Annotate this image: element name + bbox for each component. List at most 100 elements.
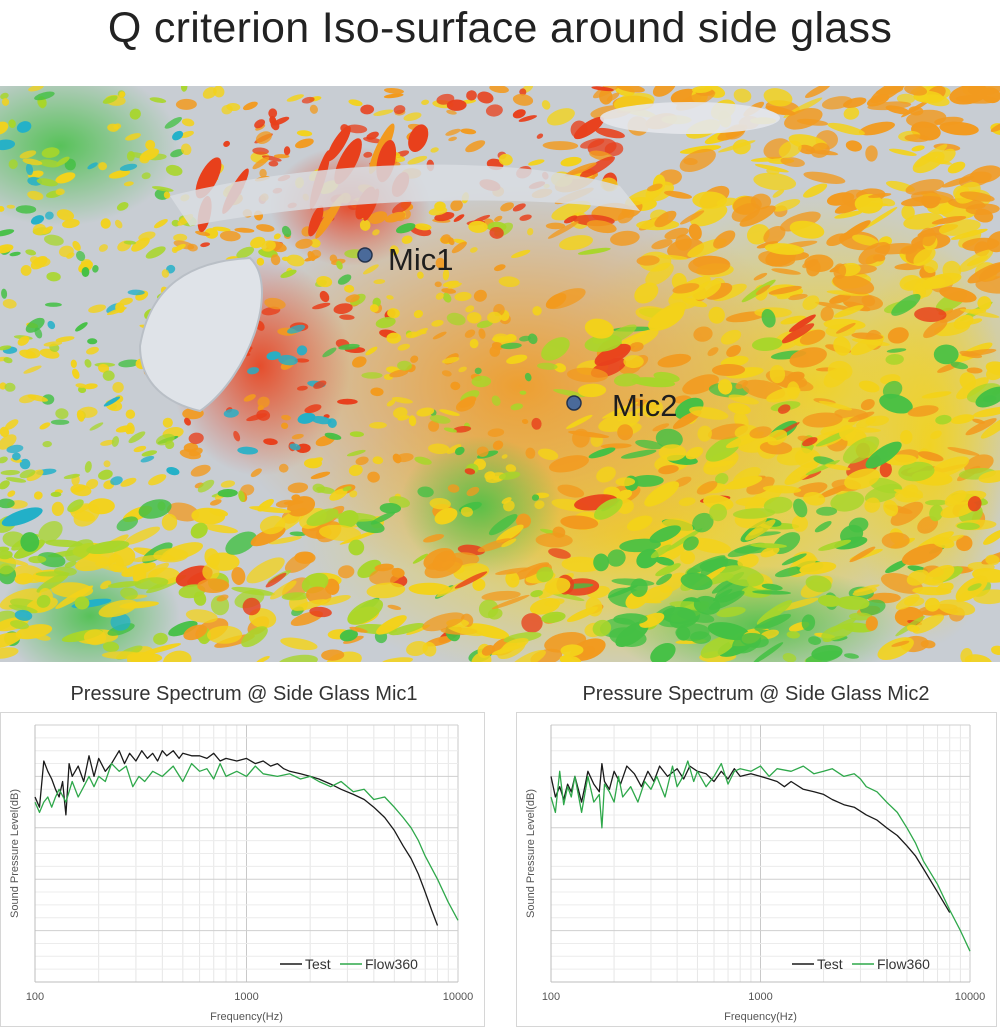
vortex-blob xyxy=(348,539,365,556)
vortex-blob xyxy=(899,274,922,291)
vortex-blob xyxy=(752,590,792,595)
vortex-blob xyxy=(912,614,945,634)
vortex-blob xyxy=(51,501,65,516)
vortex-blob xyxy=(617,407,645,422)
vortex-blob xyxy=(20,264,32,276)
vortex-blob xyxy=(919,227,937,247)
vortex-blob xyxy=(560,156,582,167)
vortex-blob xyxy=(318,524,362,541)
vortex-blob xyxy=(834,536,868,550)
vortex-blob xyxy=(309,238,321,248)
vortex-blob xyxy=(287,496,316,517)
chart-mic2-svg: 100 1000 10000 Frequency(Hz) Sound Pressure … xyxy=(525,724,985,1023)
vortex-blob xyxy=(793,498,808,518)
vortex-blob xyxy=(690,204,728,227)
vortex-blob xyxy=(851,332,884,340)
vortex-blob xyxy=(240,484,255,496)
vortex-blob xyxy=(0,647,19,659)
vortex-blob xyxy=(720,329,742,345)
vortex-blob xyxy=(868,193,892,198)
vortex-blob xyxy=(370,304,379,313)
vortex-blob xyxy=(802,295,820,311)
vortex-blob xyxy=(933,344,959,365)
vortex-blob xyxy=(447,624,484,637)
vortex-blob xyxy=(226,102,241,112)
vortex-blob xyxy=(561,556,602,573)
page-title: Q criterion Iso-surface around side glas… xyxy=(107,4,893,52)
vortex-blob xyxy=(756,600,793,625)
vortex-blob xyxy=(37,98,46,109)
vortex-blob xyxy=(802,259,819,269)
vortex-blob xyxy=(864,206,898,229)
vortex-blob xyxy=(944,490,967,507)
vortex-blob xyxy=(577,247,611,255)
vortex-blob xyxy=(161,269,170,278)
vortex-blob xyxy=(252,147,269,155)
vortex-blob xyxy=(292,599,328,611)
vortex-blob xyxy=(865,415,890,426)
vortex-blob xyxy=(607,549,626,567)
vortex-blob xyxy=(287,482,309,494)
vortex-blob xyxy=(820,306,834,322)
vortex-blob xyxy=(886,348,907,353)
series-line-flow360 xyxy=(550,760,971,952)
vortex-blob xyxy=(656,573,672,586)
vortex-blob xyxy=(162,417,173,428)
vortex-blob xyxy=(652,423,670,432)
vortex-blob xyxy=(879,461,892,478)
vortex-blob xyxy=(281,225,292,238)
vortex-blob xyxy=(185,609,218,623)
vortex-blob xyxy=(531,494,540,501)
vortex-blob xyxy=(164,117,182,129)
vortex-blob xyxy=(0,426,10,438)
vortex-blob xyxy=(511,249,531,259)
vortex-blob xyxy=(580,646,595,658)
vortex-blob xyxy=(537,362,558,370)
vortex-blob xyxy=(64,158,76,171)
vortex-blob xyxy=(485,104,503,117)
vortex-blob xyxy=(596,466,616,483)
vortex-blob xyxy=(896,93,916,104)
vortex-blob xyxy=(25,317,45,333)
vortex-blob xyxy=(803,171,846,184)
y-axis-label: Sound Pressure Level(dB) xyxy=(525,789,537,918)
vortex-blob xyxy=(0,632,22,649)
vortex-blob xyxy=(0,244,14,254)
vortex-blob xyxy=(348,99,363,107)
vortex-blob xyxy=(304,404,322,414)
chart-title-mic1: Pressure Spectrum @ Side Glass Mic1 xyxy=(70,683,418,705)
y-axis-label: Sound Pressure Level(dB) xyxy=(9,789,21,918)
vortex-blob xyxy=(110,613,131,631)
vortex-blob xyxy=(665,528,703,552)
vortex-blob xyxy=(465,305,475,313)
vortex-blob xyxy=(781,553,807,566)
vortex-blob xyxy=(76,250,86,262)
vortex-blob xyxy=(121,562,156,577)
vortex-blob xyxy=(914,307,947,323)
vortex-blob xyxy=(468,220,488,233)
vortex-blob xyxy=(359,219,371,231)
vortex-blob xyxy=(536,566,554,583)
vortex-blob xyxy=(148,474,167,486)
vortex-blob xyxy=(746,476,775,495)
vortex-blob xyxy=(98,162,107,171)
vortex-blob xyxy=(391,397,413,404)
vortex-blob xyxy=(346,449,366,457)
vortex-blob xyxy=(451,241,467,254)
vortex-blob xyxy=(180,130,194,138)
vortex-blob xyxy=(689,406,729,420)
vortex-blob xyxy=(918,451,944,462)
vortex-blob xyxy=(397,360,412,371)
vortex-blob xyxy=(541,337,570,361)
vortex-blob xyxy=(264,297,286,310)
vortex-blob xyxy=(12,452,21,461)
vortex-blob xyxy=(446,109,457,115)
vortex-blob xyxy=(755,284,771,295)
vortex-blob xyxy=(816,506,838,516)
vortex-blob xyxy=(654,210,677,228)
vortex-blob xyxy=(75,383,87,388)
vortex-blob xyxy=(930,456,970,478)
vortex-blob xyxy=(518,115,537,122)
vortex-blob xyxy=(297,412,316,424)
vortex-blob xyxy=(512,109,526,119)
